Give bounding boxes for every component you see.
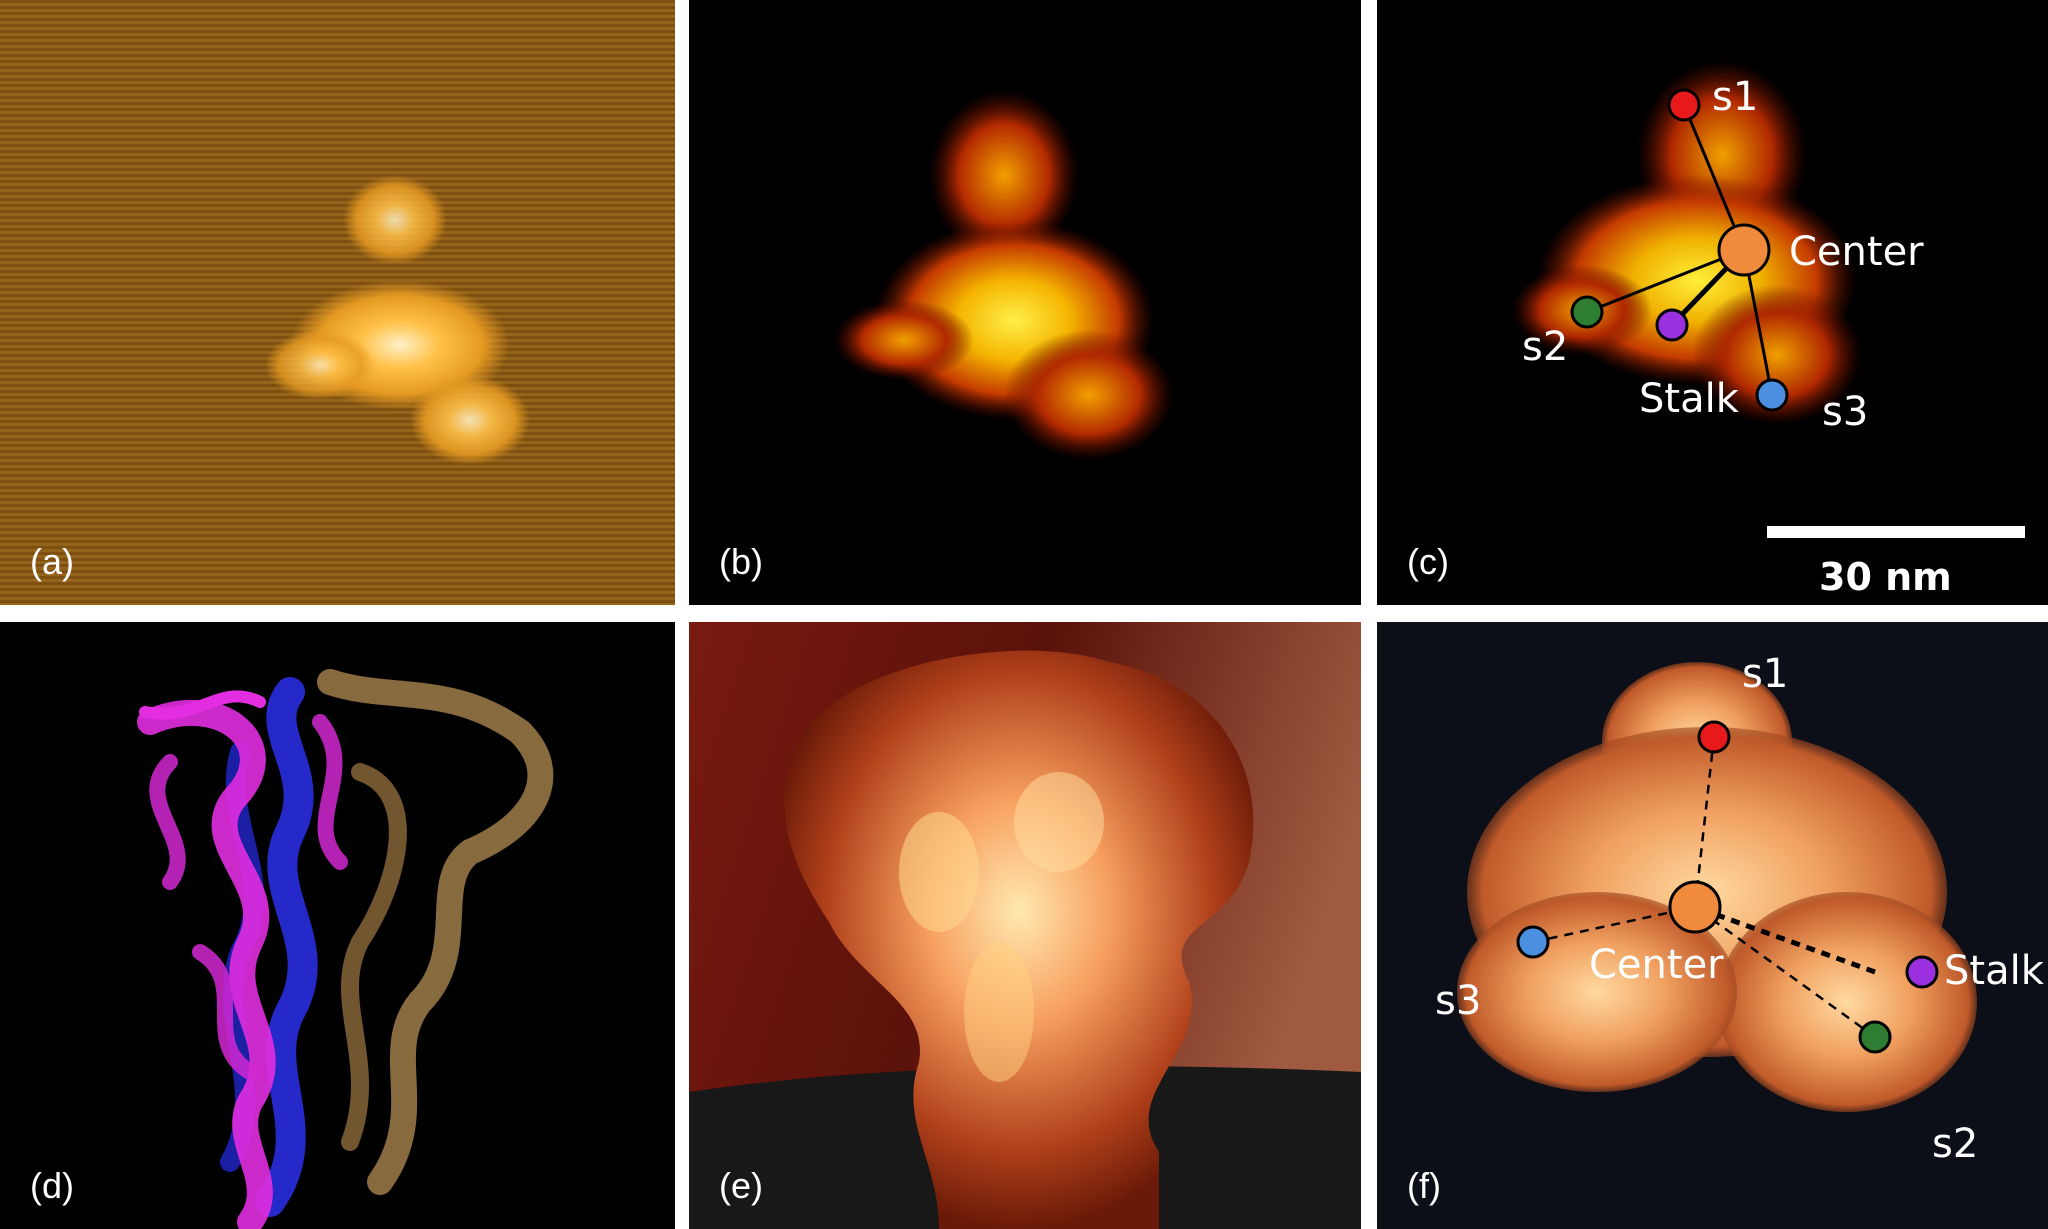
panel-f-label: (f) xyxy=(1407,1165,1441,1206)
center-site-marker xyxy=(1717,223,1771,277)
s2-site-marker xyxy=(1570,295,1604,329)
panel-d-ribbon-structure: (d) xyxy=(0,622,675,1229)
panel-c-annotated-afm: s1 Center s2 Stalk s3 30 nm (c) xyxy=(1377,0,2048,605)
panel-b-label: (b) xyxy=(719,541,763,582)
stalk-site-marker xyxy=(1655,308,1689,342)
panel-c-label: (c) xyxy=(1407,541,1449,582)
s3-label: s3 xyxy=(1435,978,1481,1024)
afm-processed-image xyxy=(834,90,1174,460)
s3-site-marker xyxy=(1755,378,1789,412)
s1-label: s1 xyxy=(1742,651,1788,697)
protein-ribbon-image xyxy=(137,669,554,1229)
annotated-3d-image: s1 Center Stalk s3 s2 xyxy=(1435,651,2045,1167)
panel-d-label: (d) xyxy=(30,1165,74,1206)
panel-a-afm-raw: (a) xyxy=(0,0,675,605)
s2-site-marker xyxy=(1858,1020,1892,1054)
s1-label: s1 xyxy=(1712,74,1758,120)
stalk-label: Stalk xyxy=(1639,376,1740,422)
s3-site-marker xyxy=(1516,925,1550,959)
panel-b-afm-processed: (b) xyxy=(689,0,1361,605)
s3-label: s3 xyxy=(1822,389,1868,435)
panel-e-3d-render: (e) xyxy=(689,622,1361,1229)
s2-label: s2 xyxy=(1932,1121,1978,1167)
s2-label: s2 xyxy=(1522,324,1568,370)
panel-e-label: (e) xyxy=(719,1165,763,1206)
annotated-afm-image: s1 Center s2 Stalk s3 30 nm xyxy=(1512,60,2025,599)
3d-reconstruction-image xyxy=(689,622,1361,1229)
center-label: Center xyxy=(1789,229,1924,275)
site-connectors xyxy=(1532,736,1876,1039)
panel-f-annotated-3d: s1 Center Stalk s3 s2 (f) xyxy=(1377,622,2048,1229)
center-label: Center xyxy=(1589,942,1724,988)
center-site-marker xyxy=(1668,880,1722,934)
panel-a-label: (a) xyxy=(30,541,74,582)
stalk-label: Stalk xyxy=(1944,948,2045,994)
s1-site-marker xyxy=(1697,720,1731,754)
stalk-site-marker xyxy=(1905,955,1939,989)
afm-raw-image xyxy=(0,0,675,605)
s1-site-marker xyxy=(1667,88,1701,122)
scale-bar-label: 30 nm xyxy=(1819,555,1952,599)
scale-bar xyxy=(1767,526,2025,538)
